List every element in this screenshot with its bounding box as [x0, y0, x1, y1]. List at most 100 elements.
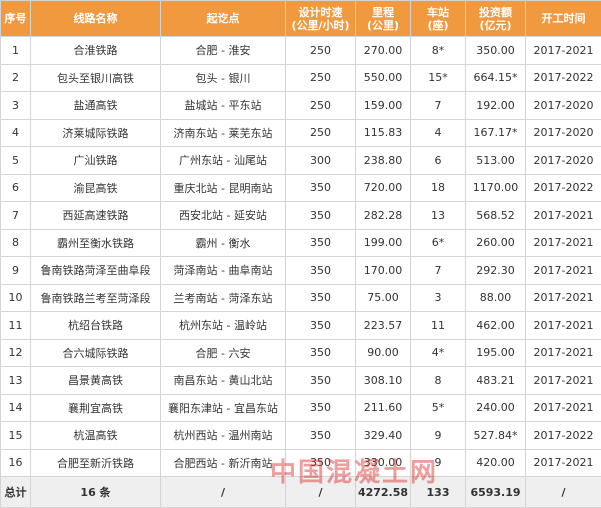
table-cell: 2017-2021 [525, 311, 601, 340]
table-cell: 550.00 [355, 63, 411, 92]
table-cell: 4 [0, 118, 31, 147]
total-cell: 总计 [0, 476, 31, 508]
table-cell: 568.52 [465, 201, 526, 230]
table-cell: 260.00 [465, 228, 526, 257]
table-cell: 9 [0, 256, 31, 285]
table-cell: 1 [0, 36, 31, 65]
header-cell: 设计时速 (公里/小时) [285, 0, 356, 37]
total-cell: / [160, 476, 286, 508]
table-cell: 250 [285, 63, 356, 92]
table-cell: 3 [410, 283, 466, 312]
header-cell: 开工时间 [525, 0, 601, 37]
table-cell: 527.84* [465, 421, 526, 450]
table-cell: 170.00 [355, 256, 411, 285]
header-text: 起讫点 [206, 12, 240, 25]
table-row: 4 济莱城际铁路 济南东站 - 莱芜东站 250 115.83 4 167.17* 2017-… [0, 118, 601, 147]
table-cell: 195.00 [465, 338, 526, 367]
table-cell: 广州东站 - 汕尾站 [160, 146, 286, 175]
table-cell: 盐城站 - 平东站 [160, 91, 286, 120]
table-cell: 167.17* [465, 118, 526, 147]
table-cell: 7 [410, 256, 466, 285]
table-row: 3 盐通高铁 盐城站 - 平东站 250 159.00 7 192.00 2017-2020 [0, 91, 601, 120]
table-cell: 昌景黄高铁 [30, 366, 161, 395]
table-cell: 杭温高铁 [30, 421, 161, 450]
table-cell: 308.10 [355, 366, 411, 395]
total-cell: / [285, 476, 356, 508]
table-cell: 350 [285, 448, 356, 477]
table-cell: 250 [285, 91, 356, 120]
table-cell: 霸州 - 衡水 [160, 228, 286, 257]
header-text: 投资额 [479, 5, 512, 19]
table-cell: 2017-2021 [525, 256, 601, 285]
header-cell: 里程 (公里) [355, 0, 411, 37]
table-row: 12 合六城际铁路 合肥 - 六安 350 90.00 4* 195.00 2017-2021 [0, 338, 601, 367]
table-cell: 238.80 [355, 146, 411, 175]
table-cell: 240.00 [465, 393, 526, 422]
table-cell: 329.40 [355, 421, 411, 450]
table-cell: 15 [0, 421, 31, 450]
table-cell: 南昌东站 - 黄山北站 [160, 366, 286, 395]
table-cell: 483.21 [465, 366, 526, 395]
table-row: 11 杭绍台铁路 杭州东站 - 温岭站 350 223.57 11 462.00 2017-2… [0, 311, 601, 340]
table-cell: 西安北站 - 延安站 [160, 201, 286, 230]
header-text: 序号 [4, 12, 27, 25]
table-cell: 420.00 [465, 448, 526, 477]
table-cell: 12 [0, 338, 31, 367]
table-cell: 4 [410, 118, 466, 147]
table-cell: 292.30 [465, 256, 526, 285]
table-cell: 鲁南铁路菏泽至曲阜段 [30, 256, 161, 285]
table-cell: 664.15* [465, 63, 526, 92]
table-cell: 8 [410, 366, 466, 395]
table-cell: 2017-2021 [525, 393, 601, 422]
table-cell: 192.00 [465, 91, 526, 120]
table-cell: 1170.00 [465, 173, 526, 202]
table-cell: 223.57 [355, 311, 411, 340]
table-row: 6 渝昆高铁 重庆北站 - 昆明南站 350 720.00 18 1170.00 2017-2… [0, 173, 601, 202]
table-cell: 15* [410, 63, 466, 92]
table-cell: 16 [0, 448, 31, 477]
table-cell: 6* [410, 228, 466, 257]
table-cell: 济南东站 - 莱芜东站 [160, 118, 286, 147]
table-cell: 菏泽南站 - 曲阜南站 [160, 256, 286, 285]
table-cell: 兰考南站 - 菏泽东站 [160, 283, 286, 312]
table-cell: 88.00 [465, 283, 526, 312]
table-cell: 合淮铁路 [30, 36, 161, 65]
table-cell: 115.83 [355, 118, 411, 147]
table-cell: 75.00 [355, 283, 411, 312]
table-cell: 350 [285, 366, 356, 395]
header-text: (亿元) [479, 18, 512, 32]
table-cell: 350 [285, 228, 356, 257]
table-cell: 2017-2021 [525, 228, 601, 257]
table-cell: 18 [410, 173, 466, 202]
table-cell: 350 [285, 421, 356, 450]
header-cell: 线路名称 [30, 0, 161, 37]
table-cell: 襄荆宜高铁 [30, 393, 161, 422]
table-cell: 350 [285, 173, 356, 202]
total-cell: 133 [410, 476, 466, 508]
table-row: 10 鲁南铁路兰考至菏泽段 兰考南站 - 菏泽东站 350 75.00 3 88.00 201… [0, 283, 601, 312]
header-text: (公里/小时) [291, 18, 350, 32]
table-row: 1 合淮铁路 合肥 - 淮安 250 270.00 8* 350.00 2017-2021 [0, 36, 601, 65]
table-cell: 2017-2022 [525, 421, 601, 450]
table-row: 5 广汕铁路 广州东站 - 汕尾站 300 238.80 6 513.00 2017-2020 [0, 146, 601, 175]
table-cell: 6 [410, 146, 466, 175]
table-cell: 济莱城际铁路 [30, 118, 161, 147]
header-cell: 投资额 (亿元) [465, 0, 526, 37]
header-text: 车站 [427, 5, 449, 19]
table-cell: 13 [0, 366, 31, 395]
table-cell: 鲁南铁路兰考至菏泽段 [30, 283, 161, 312]
table-cell: 2017-2022 [525, 63, 601, 92]
table-cell: 2017-2021 [525, 283, 601, 312]
table-row: 9 鲁南铁路菏泽至曲阜段 菏泽南站 - 曲阜南站 350 170.00 7 292.30 20… [0, 256, 601, 285]
table-cell: 8* [410, 36, 466, 65]
table-row: 16 合肥至新沂铁路 合肥西站 - 新沂南站 350 330.00 9 420.00 2017… [0, 448, 601, 477]
table-cell: 9 [410, 421, 466, 450]
table-cell: 杭州东站 - 温岭站 [160, 311, 286, 340]
table-cell: 霸州至衡水铁路 [30, 228, 161, 257]
table-body: 1 合淮铁路 合肥 - 淮安 250 270.00 8* 350.00 2017-2021 2 包… [0, 36, 601, 508]
table-cell: 渝昆高铁 [30, 173, 161, 202]
table-cell: 5 [0, 146, 31, 175]
table-cell: 211.60 [355, 393, 411, 422]
table-cell: 7 [410, 91, 466, 120]
header-cell: 起讫点 [160, 0, 286, 37]
